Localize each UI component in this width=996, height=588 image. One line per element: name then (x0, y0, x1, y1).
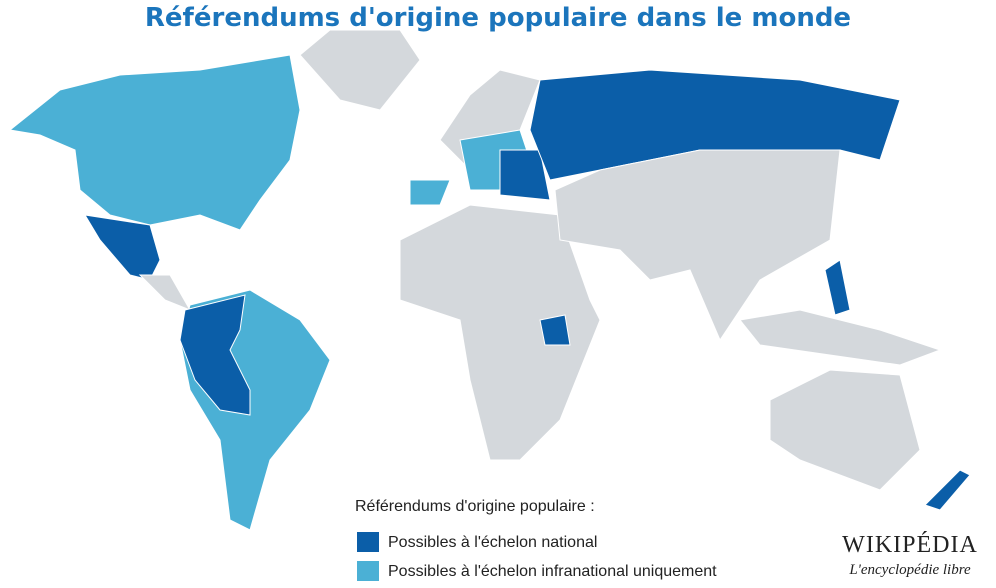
world-map (8, 29, 971, 531)
central-america (138, 274, 192, 311)
australia (769, 369, 921, 491)
legend-box (345, 490, 770, 588)
new-zealand (924, 469, 971, 511)
africa (399, 204, 601, 461)
russia (529, 69, 901, 181)
eastern-europe (499, 149, 551, 201)
legend-swatch (357, 561, 379, 581)
andean-countries (179, 294, 251, 416)
legend-label: Possibles à l'échelon infranational uniq… (388, 563, 717, 580)
philippines (824, 259, 851, 316)
indonesia (739, 309, 942, 366)
logo-box (830, 525, 990, 585)
mexico (84, 214, 161, 281)
title: Référendums d'origine populaire dans le … (145, 3, 851, 33)
logo-tagline: L'encyclopédie libre (848, 562, 971, 578)
legend-label: Possibles à l'échelon national (388, 534, 597, 551)
legend-swatch (357, 532, 379, 552)
greenland (299, 29, 421, 111)
north-america (8, 54, 301, 231)
legend-title: Référendums d'origine populaire : (355, 498, 595, 515)
logo-name: WIKIPÉDIA (842, 532, 978, 558)
iberia (409, 179, 451, 206)
asia (554, 149, 841, 342)
kenya (539, 314, 571, 346)
